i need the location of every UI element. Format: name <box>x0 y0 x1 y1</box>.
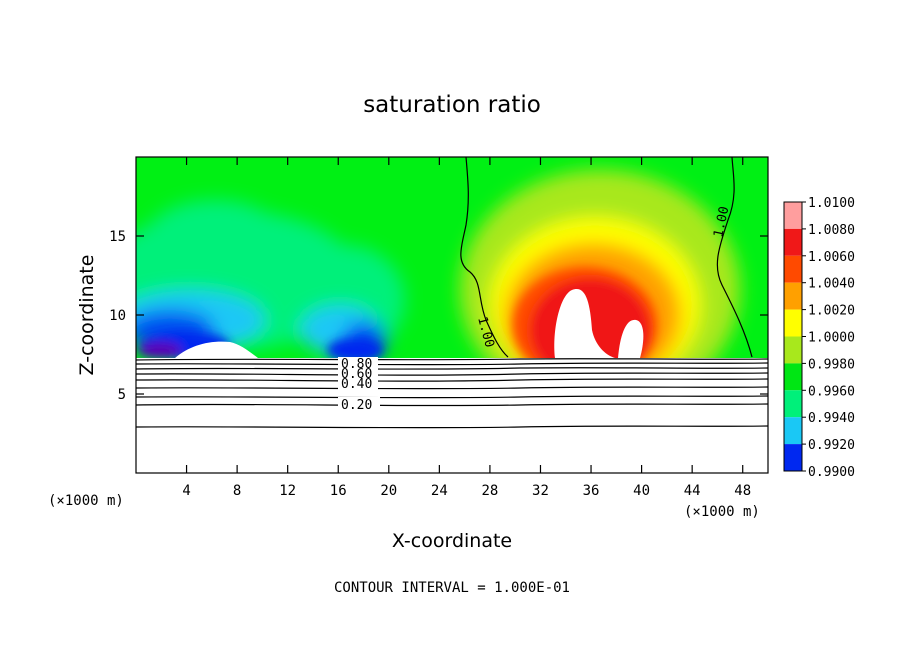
x-tick-label: 8 <box>233 483 241 499</box>
y-axis-label: Z-coordinate <box>76 255 98 376</box>
colorbar-level-label: 1.0080 <box>808 223 855 238</box>
x-unit-right: (×1000 m) <box>684 504 760 520</box>
colorbar-level-label: 0.9960 <box>808 384 855 399</box>
colorbar-level-label: 1.0000 <box>808 331 855 346</box>
contour-label: 0.60 <box>341 367 372 382</box>
contour-label: 1.00 <box>711 205 732 239</box>
lower-layer <box>136 358 768 473</box>
x-tick-label: 28 <box>481 483 498 499</box>
y-tick-label: 5 <box>118 387 126 403</box>
contour-label: 0.80 <box>341 357 372 372</box>
colorbar-level-label: 0.9920 <box>808 438 855 453</box>
colorbar-swatch <box>784 309 802 337</box>
y-tick-label: 10 <box>109 308 126 324</box>
colorbar-level-label: 0.9900 <box>808 465 855 480</box>
white-pocket <box>175 341 258 358</box>
x-tick-label: 24 <box>431 483 448 499</box>
x-tick-label: 4 <box>182 483 190 499</box>
x-tick-label: 12 <box>279 483 296 499</box>
plot-area <box>136 157 768 473</box>
x-axis: 4 8 12 16 20 24 28 32 36 40 44 48 <box>182 157 751 499</box>
contour-label: 0.20 <box>341 398 372 413</box>
colorbar-swatch <box>784 417 802 445</box>
x-tick-label: 48 <box>734 483 751 499</box>
colorbar-level-label: 0.9940 <box>808 411 855 426</box>
x-tick-label: 16 <box>330 483 347 499</box>
colorbar: 1.0100 1.0080 1.0060 1.0040 1.0020 1.0000 0.99… <box>783 196 855 480</box>
x-unit-left: (×1000 m) <box>48 493 124 509</box>
contour-label: 0.40 <box>341 377 372 392</box>
colorbar-swatch <box>784 202 802 229</box>
colorbar-swatch <box>784 363 802 391</box>
x-tick-label: 44 <box>684 483 701 499</box>
colorbar-swatch <box>784 390 802 418</box>
x-tick-label: 36 <box>583 483 600 499</box>
colorbar-swatch <box>784 444 802 471</box>
y-axis: 5 10 15 <box>109 229 768 403</box>
x-axis-label: X-coordinate <box>392 530 512 552</box>
white-pocket <box>618 319 644 358</box>
y-tick-label: 15 <box>109 229 126 245</box>
colorbar-swatch <box>784 282 802 310</box>
contour-lines <box>136 157 768 429</box>
colorbar-swatch <box>784 255 802 283</box>
x-tick-label: 32 <box>532 483 549 499</box>
x-tick-label: 40 <box>633 483 650 499</box>
white-pocket <box>554 289 615 358</box>
colorbar-level-label: 1.0020 <box>808 304 855 319</box>
colorbar-level-label: 1.0060 <box>808 250 855 265</box>
colorbar-level-label: 1.0040 <box>808 277 855 292</box>
colorbar-swatch <box>784 228 802 256</box>
colorbar-level-label: 0.9980 <box>808 357 855 372</box>
colorbar-level-label: 1.0100 <box>808 196 855 211</box>
contour-interval-note: CONTOUR INTERVAL = 1.000E-01 <box>334 580 570 596</box>
chart-title: saturation ratio <box>363 92 541 118</box>
colorbar-swatch <box>784 336 802 364</box>
x-tick-label: 20 <box>380 483 397 499</box>
